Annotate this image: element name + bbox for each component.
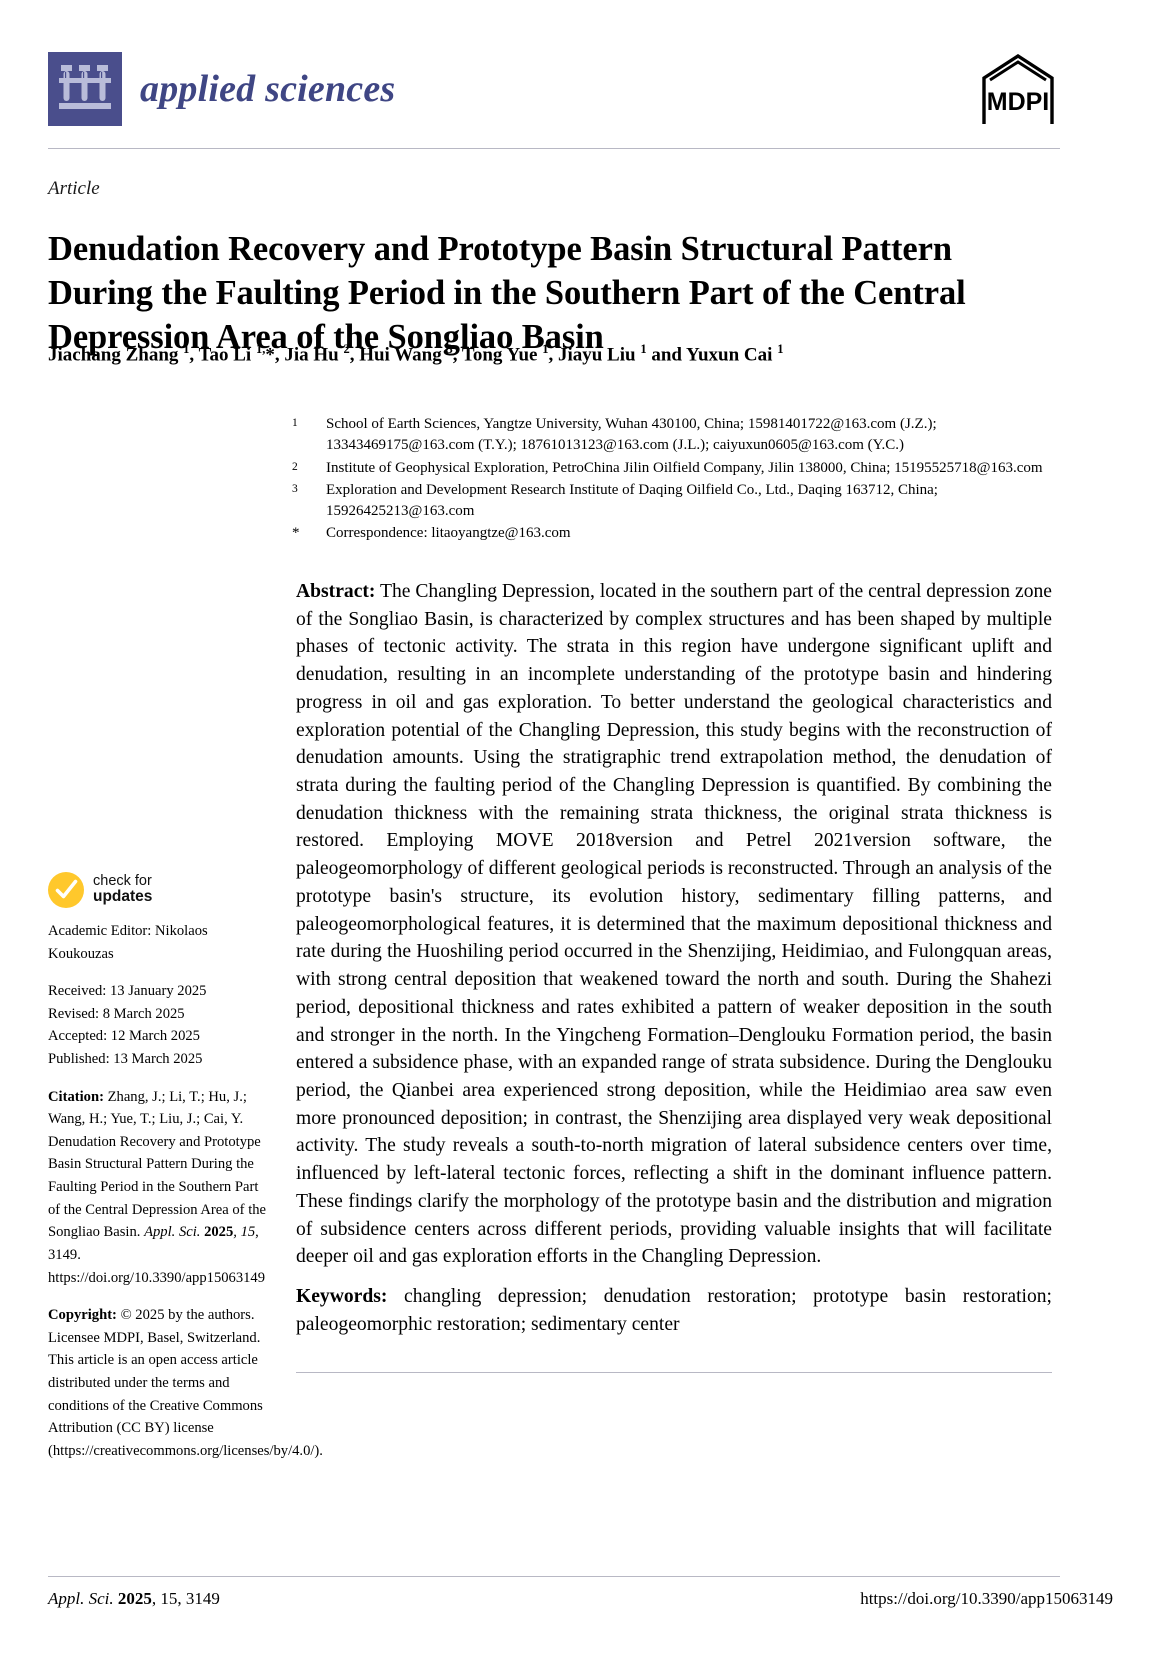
abstract-label: Abstract:	[296, 581, 376, 602]
page-title: Denudation Recovery and Prototype Basin …	[48, 230, 966, 356]
affiliation-marker: 2	[292, 460, 298, 473]
correspondence-item: * Correspondence: litaoyangtze@163.com	[292, 523, 1054, 544]
footer-journal: Appl. Sci.	[48, 1589, 114, 1608]
abstract-section: Abstract: The Changling Depression, loca…	[296, 578, 1052, 1271]
journal-logo: applied sciences	[48, 52, 395, 126]
check-for-updates-label: check for updates	[93, 872, 153, 906]
date-received: Received: 13 January 2025	[48, 983, 207, 1000]
mdpi-logo-icon: MDPI	[976, 53, 1060, 126]
date-accepted: Accepted: 12 March 2025	[48, 1028, 200, 1045]
affiliation-text: Institute of Geophysical Exploration, Pe…	[326, 459, 1043, 476]
svg-text:MDPI: MDPI	[987, 88, 1050, 116]
journal-masthead: applied sciences MDPI	[48, 52, 1060, 134]
test-tubes-icon	[48, 52, 122, 126]
publication-dates-block: Received: 13 January 2025 Revised: 8 Mar…	[48, 980, 274, 1070]
keywords-label: Keywords:	[296, 1286, 388, 1307]
academic-editor-block: Academic Editor: Nikolaos Koukouzas	[48, 920, 274, 965]
footer-divider	[48, 1576, 1060, 1577]
affiliation-item: 3 Exploration and Development Research I…	[292, 480, 1054, 523]
citation-block: Citation: Zhang, J.; Li, T.; Hu, J.; Wan…	[48, 1086, 274, 1289]
footer-doi-link[interactable]: https://doi.org/10.3390/app15063149	[860, 1589, 1113, 1608]
affiliation-item: 2 Institute of Geophysical Exploration, …	[292, 458, 1054, 479]
journal-title: applied sciences	[140, 68, 396, 110]
affiliation-marker: 3	[292, 482, 298, 495]
cfu-line-1: check for	[93, 872, 152, 889]
citation-journal: Appl. Sci.	[144, 1224, 201, 1241]
affiliation-marker: 1	[292, 417, 298, 429]
copyright-label: Copyright:	[48, 1307, 117, 1324]
article-type-label: Article	[48, 178, 100, 199]
academic-editor-text: Academic Editor: Nikolaos Koukouzas	[48, 923, 208, 962]
check-circle-icon	[48, 872, 84, 908]
affiliation-text: Exploration and Development Research Ins…	[326, 481, 938, 520]
author-list: Jiachang Zhang 1, Tao Li 1,*, Jia Hu 2, …	[48, 342, 784, 366]
citation-label: Citation:	[48, 1088, 104, 1105]
abstract-divider	[296, 1372, 1052, 1373]
footer-volume-page: , 15, 3149	[151, 1589, 220, 1608]
abstract-body: The Changling Depression, located in the…	[296, 581, 1052, 1268]
cfu-line-2: updates	[93, 888, 153, 906]
keywords-body: changling depression; denudation restora…	[296, 1286, 1052, 1335]
footer-year: 2025	[113, 1589, 152, 1608]
footer-citation: Appl. Sci. 2025, 15, 3149	[48, 1589, 220, 1609]
affiliation-item: 1 School of Earth Sciences, Yangtze Univ…	[292, 414, 1054, 457]
copyright-block: Copyright: © 2025 by the authors. Licens…	[48, 1304, 323, 1462]
keywords-section: Keywords: changling depression; denudati…	[296, 1283, 1052, 1338]
correspondence-text: Correspondence: litaoyangtze@163.com	[326, 525, 571, 542]
citation-text-2[interactable]: , 3149. https://doi.org/10.3390/app15063…	[48, 1224, 266, 1286]
correspondence-marker: *	[292, 525, 300, 542]
date-published: Published: 13 March 2025	[48, 1051, 203, 1068]
check-for-updates-badge[interactable]: check for updates	[48, 872, 274, 908]
citation-volume: , 15	[233, 1224, 256, 1241]
date-revised: Revised: 8 March 2025	[48, 1005, 185, 1022]
header-divider	[48, 148, 1060, 149]
copyright-text: © 2025 by the authors. Licensee MDPI, Ba…	[48, 1307, 323, 1459]
citation-year: 2025	[200, 1224, 234, 1241]
sidebar: check for updates Academic Editor: Nikol…	[48, 872, 323, 1477]
affiliation-list: 1 School of Earth Sciences, Yangtze Univ…	[292, 414, 1054, 546]
affiliation-text: School of Earth Sciences, Yangtze Univer…	[326, 416, 937, 454]
citation-text-1: Zhang, J.; Li, T.; Hu, J.; Wang, H.; Yue…	[48, 1088, 267, 1241]
